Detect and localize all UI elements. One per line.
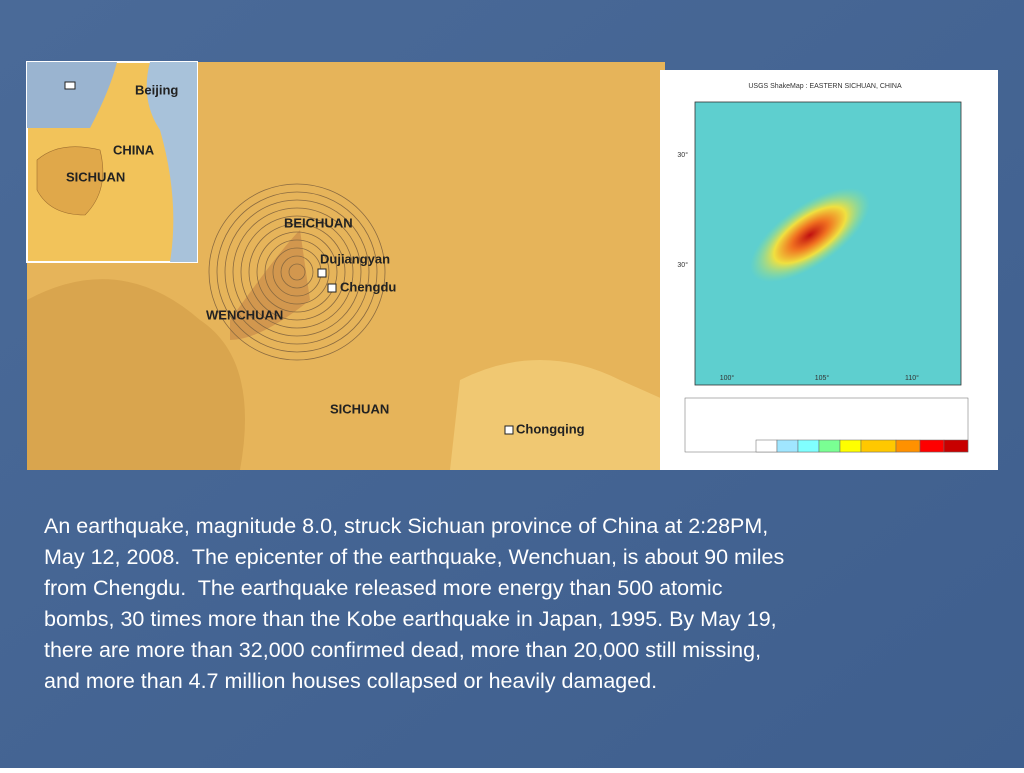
city-marker <box>504 425 514 435</box>
lon-label: 110° <box>905 374 919 382</box>
legend-table <box>684 397 969 453</box>
map-label: SICHUAN <box>330 401 389 416</box>
inset-marker <box>64 81 76 90</box>
body-line: An earthquake, magnitude 8.0, struck Sic… <box>44 514 768 538</box>
shakemap: USGS ShakeMap : EASTERN SICHUAN, CHINA 3… <box>660 70 998 470</box>
map-label: Dujiangyan <box>320 251 390 266</box>
terrain <box>27 279 245 470</box>
body-line: from Chengdu. The earthquake released mo… <box>44 576 723 600</box>
lon-label: 100° <box>720 374 735 382</box>
body-text: An earthquake, magnitude 8.0, struck Sic… <box>44 514 784 693</box>
terrain <box>450 360 665 470</box>
lon-label: 105° <box>815 374 830 382</box>
inset-label: CHINA <box>113 142 155 157</box>
lat-label: 30° <box>677 261 688 269</box>
map-label: BEICHUAN <box>284 215 353 230</box>
shakemap-title: USGS ShakeMap : EASTERN SICHUAN, CHINA <box>748 83 902 90</box>
map-label: Chengdu <box>340 279 396 294</box>
lat-label: 30° <box>677 151 688 159</box>
inset-sichuan <box>36 146 104 216</box>
map-label: Chongqing <box>516 421 585 436</box>
inset-region <box>27 62 117 128</box>
body-line: there are more than 32,000 confirmed dea… <box>44 638 761 662</box>
inset-label: Beijing <box>135 82 178 97</box>
body-line: and more than 4.7 million houses collaps… <box>44 669 657 693</box>
inset-sea <box>146 62 197 262</box>
map-label: WENCHUAN <box>206 307 283 322</box>
body-line: bombs, 30 times more than the Kobe earth… <box>44 607 777 631</box>
inset-label: SICHUAN <box>66 169 125 184</box>
city-marker <box>317 268 327 278</box>
intensity-zone <box>750 187 870 283</box>
city-marker <box>327 283 337 293</box>
body-line: May 12, 2008. The epicenter of the earth… <box>44 545 784 569</box>
map: BEICHUAN Dujiangyan Chengdu WENCHUAN SIC… <box>26 61 665 470</box>
